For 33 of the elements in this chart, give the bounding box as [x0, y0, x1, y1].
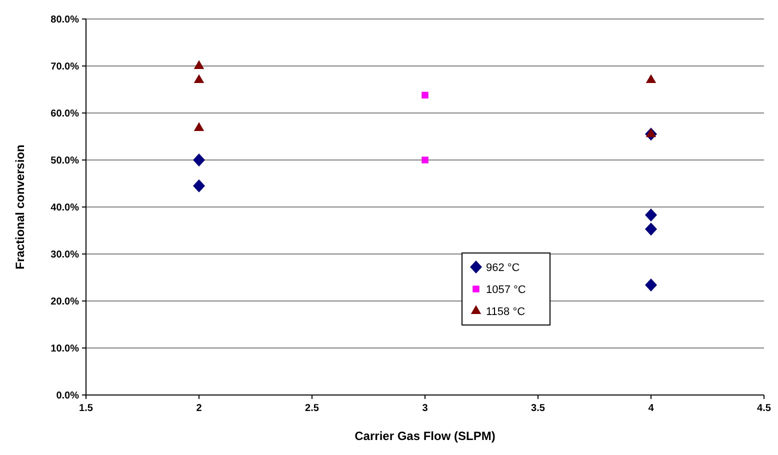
point — [194, 74, 204, 84]
y-tick-label: 60.0% — [50, 108, 80, 120]
x-tick-label: 4.5 — [757, 403, 772, 414]
y-tick-label: 0.0% — [56, 390, 80, 402]
point — [645, 222, 657, 236]
y-tick-label: 40.0% — [50, 202, 80, 214]
point — [646, 128, 656, 138]
legend-label: 962 °C — [486, 262, 520, 274]
point — [422, 92, 428, 98]
legend-label: 1158 °C — [486, 306, 526, 318]
x-tick-label: 3.5 — [531, 403, 546, 414]
y-tick-label: 30.0% — [50, 250, 80, 260]
x-tick-label: 1.5 — [79, 403, 94, 414]
y-tick-label: 70.0% — [50, 62, 80, 72]
point — [194, 60, 204, 69]
point — [645, 278, 657, 292]
y-tick-label: 80.0% — [50, 14, 80, 26]
x-tick-label: 4 — [648, 403, 654, 414]
x-tick-label: 2.5 — [305, 403, 320, 414]
point — [193, 179, 205, 192]
y-tick-label: 50.0% — [50, 156, 80, 166]
point — [645, 208, 657, 222]
point — [194, 122, 204, 131]
legend-label: 1057 °C — [486, 284, 526, 296]
y-tick-label: 20.0% — [50, 296, 80, 308]
y-axis-title: Fractional conversion — [13, 144, 27, 270]
point — [646, 74, 656, 84]
x-tick-label: 3 — [422, 403, 428, 414]
point — [422, 156, 428, 164]
point — [193, 154, 205, 166]
x-tick-label: 2 — [196, 403, 202, 414]
y-tick-label: 10.0% — [50, 344, 80, 354]
x-axis-title: Carrier Gas Flow (SLPM) — [354, 429, 496, 443]
